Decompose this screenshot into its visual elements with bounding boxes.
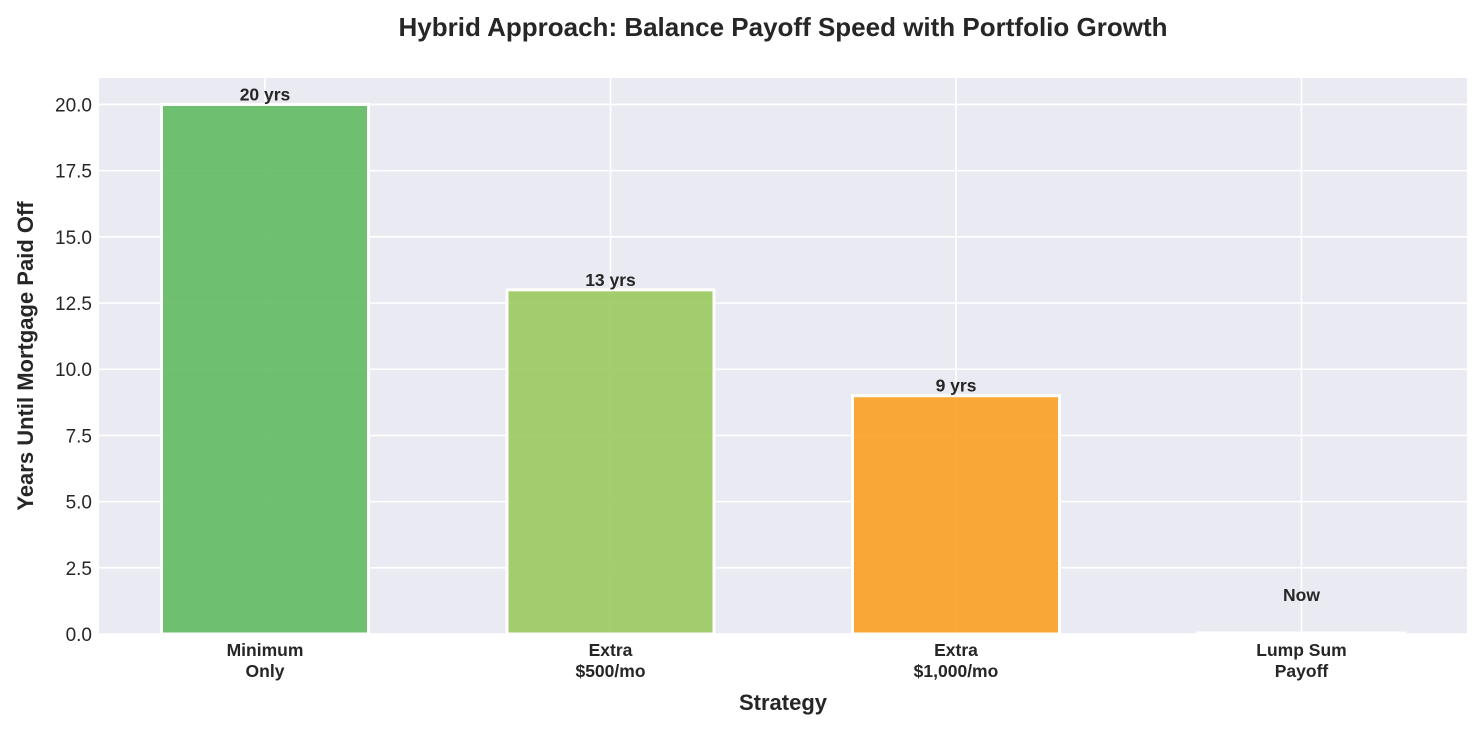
x-tick-label-line: Minimum [227,640,304,660]
bar [505,288,716,636]
x-tick-label-line: $1,000/mo [914,661,999,681]
x-tick-label: Minimum Only [227,640,304,681]
y-tick-label: 5.0 [66,493,92,514]
y-tick-label: 17.5 [55,162,92,183]
bar [851,394,1061,636]
data-label: 13 yrs [585,270,636,290]
x-tick-label: Extra $1,000/mo [914,640,999,681]
x-tick-label-line: Payoff [1275,661,1329,681]
x-tick-label: Extra $500/mo [575,640,645,681]
data-label: 20 yrs [240,84,291,104]
data-label: 9 yrs [936,376,977,396]
y-tick-label: 0.0 [66,625,92,646]
y-tick-label: 7.5 [66,426,92,447]
x-axis-label: Strategy [739,690,828,715]
y-axis-label: Years Until Mortgage Paid Off [13,201,38,511]
y-tick-label: 20.0 [55,95,92,116]
y-tick-label: 12.5 [55,294,92,315]
x-tick-label-line: Only [246,661,285,681]
x-tick-label-line: Lump Sum [1256,640,1346,660]
bar [1196,631,1407,636]
y-axis-ticks: 0.0 2.5 5.0 7.5 10.0 12.5 15.0 17.5 20.0 [55,95,92,646]
x-tick-label-line: Extra [934,640,978,660]
data-label: Now [1283,585,1320,605]
y-tick-label: 2.5 [66,559,92,580]
bar [160,102,370,636]
x-tick-label-line: $500/mo [575,661,645,681]
x-tick-label: Lump Sum Payoff [1256,640,1346,681]
bars [160,102,1407,636]
x-tick-label-line: Extra [589,640,633,660]
y-tick-label: 15.0 [55,228,92,249]
data-labels: 20 yrs 13 yrs 9 yrs Now [240,84,1321,604]
y-tick-label: 10.0 [55,360,92,381]
chart-title: Hybrid Approach: Balance Payoff Speed wi… [399,12,1168,42]
